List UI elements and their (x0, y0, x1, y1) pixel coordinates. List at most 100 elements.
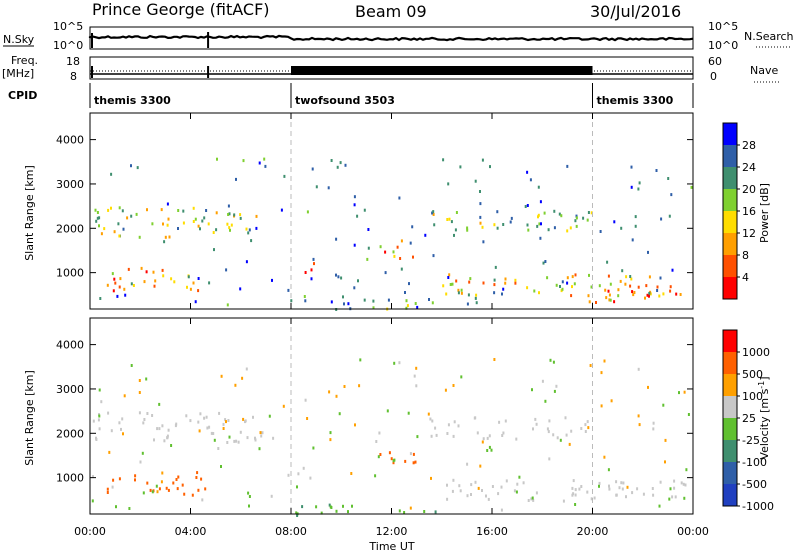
heatmap-cell (621, 269, 624, 273)
heatmap-cell (239, 287, 242, 291)
heatmap-cell (297, 472, 300, 476)
heatmap-cell (432, 254, 435, 258)
heatmap-cell (615, 493, 618, 497)
heatmap-cell (606, 260, 609, 264)
heatmap-cell (447, 182, 450, 186)
heatmap-cell (392, 459, 395, 463)
heatmap-cell (379, 453, 382, 456)
heatmap-cell (313, 262, 315, 266)
heatmap-cell (588, 300, 591, 304)
heatmap-cell (553, 209, 556, 213)
heatmap-cell (573, 282, 576, 286)
heatmap-cell (543, 211, 546, 215)
heatmap-cell (607, 274, 610, 278)
freq-panel (89, 56, 694, 80)
heatmap-cell (430, 434, 433, 438)
heatmap-cell (502, 223, 505, 226)
heatmap-cell (142, 491, 145, 495)
heatmap-cell (474, 296, 477, 300)
heatmap-cell (282, 404, 285, 408)
heatmap-cell (516, 482, 519, 486)
freq-label: Freq. (11, 54, 38, 67)
heatmap-cell (671, 495, 674, 499)
heatmap-cell (166, 436, 169, 440)
heatmap-cell (259, 431, 262, 435)
heatmap-cell (354, 423, 356, 427)
heatmap-cell (387, 298, 390, 302)
heatmap-cell (160, 480, 163, 484)
heatmap-cell (100, 232, 103, 236)
nsearch-label: N.Search (744, 30, 794, 43)
heatmap-cell (226, 441, 229, 444)
heatmap-cell (130, 364, 133, 367)
colorbar-swatch (723, 145, 737, 167)
heatmap-cell (347, 510, 349, 514)
heatmap-cell (170, 444, 173, 447)
heatmap-cell (613, 300, 616, 304)
heatmap-cell (532, 427, 534, 431)
beam-title: Beam 09 (355, 2, 427, 21)
colorbar-tick-label: 28 (742, 139, 756, 152)
heatmap-cell (154, 279, 157, 283)
colorbar-tick-label: -500 (742, 478, 767, 491)
heatmap-cell (296, 485, 298, 489)
heatmap-cell (589, 364, 592, 367)
heatmap-cell (555, 283, 558, 287)
heatmap-cell (239, 213, 242, 217)
heatmap-cell (467, 293, 470, 297)
heatmap-cell (626, 485, 629, 489)
heatmap-cell (158, 487, 161, 491)
heatmap-cell (335, 509, 338, 513)
heatmap-cell (414, 460, 417, 464)
heatmap-cell (539, 236, 542, 240)
power-colorbar: 4 8 12 16 20 24 28 (722, 122, 756, 300)
colorbar-swatch (723, 189, 737, 211)
heatmap-cell (575, 224, 578, 228)
heatmap-cell (122, 432, 124, 436)
heatmap-cell (226, 303, 229, 307)
velocity-ylabel: Slant Range [km] (23, 370, 36, 466)
heatmap-cell (416, 305, 419, 309)
heatmap-cell (448, 273, 451, 277)
heatmap-cell (176, 487, 179, 491)
heatmap-cell (103, 227, 106, 231)
heatmap-cell (504, 281, 507, 285)
heatmap-cell (481, 158, 484, 162)
heatmap-cell (479, 221, 482, 225)
heatmap-cell (248, 495, 251, 498)
heatmap-cell (413, 374, 416, 378)
heatmap-cell (233, 213, 236, 217)
heatmap-cell (234, 383, 237, 387)
heatmap-cell (434, 426, 437, 430)
heatmap-cell (280, 208, 283, 212)
heatmap-cell (537, 185, 540, 189)
heatmap-cell (173, 280, 176, 284)
heatmap-cell (172, 481, 175, 485)
heatmap-cell (669, 289, 672, 293)
heatmap-cell (442, 158, 445, 162)
heatmap-cell (191, 493, 194, 497)
heatmap-cell (186, 285, 188, 289)
heatmap-cell (165, 486, 168, 490)
heatmap-cell (493, 291, 496, 295)
heatmap-cell (514, 281, 517, 285)
heatmap-cell (482, 281, 485, 285)
xtick-label: 00:00 (74, 525, 106, 538)
heatmap-cell (486, 449, 489, 452)
heatmap-cell (509, 220, 512, 224)
heatmap-cell (638, 181, 641, 185)
heatmap-cell (590, 497, 593, 501)
heatmap-cell (532, 498, 535, 502)
heatmap-cell (359, 358, 362, 362)
heatmap-cell (675, 292, 678, 296)
heatmap-cell (580, 427, 583, 430)
heatmap-cell (586, 490, 589, 494)
heatmap-cell (447, 423, 450, 427)
heatmap-cell (565, 433, 568, 437)
colorbar-swatch (723, 233, 737, 255)
heatmap-cell (213, 438, 216, 442)
heatmap-cell (372, 299, 375, 303)
heatmap-cell (617, 288, 620, 292)
heatmap-cell (406, 304, 409, 308)
heatmap-cell (210, 431, 213, 435)
